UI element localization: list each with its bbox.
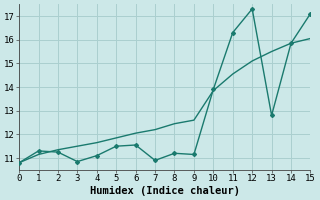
X-axis label: Humidex (Indice chaleur): Humidex (Indice chaleur)	[90, 186, 240, 196]
